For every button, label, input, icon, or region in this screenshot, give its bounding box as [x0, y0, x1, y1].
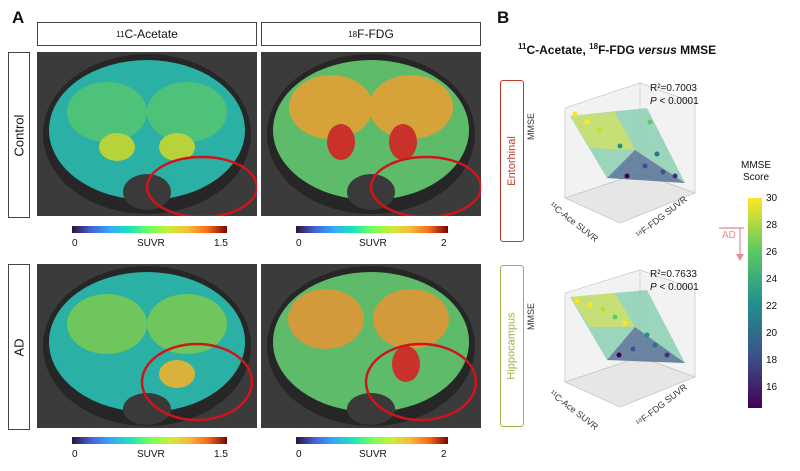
colorbar-label: SUVR [137, 449, 165, 460]
p-label: P [650, 96, 657, 107]
colorbar-min: 0 [72, 449, 78, 460]
title-versus: versus [638, 43, 677, 57]
mmse-tick: 24 [766, 274, 778, 285]
mmse-tick: 18 [766, 355, 778, 366]
mmse-tick: 26 [766, 247, 778, 258]
colorbar-label: SUVR [137, 238, 165, 249]
suvr-colorbar-acetate [72, 226, 227, 233]
row-label-control: Control [8, 52, 30, 218]
brain-scan-graphic [267, 266, 478, 426]
r-squared-entorhinal: R²=0.7003 [650, 83, 697, 94]
brain-scan-graphic [267, 54, 481, 216]
colorbar-max: 2 [441, 449, 447, 460]
isotope-superscript: 11 [116, 29, 125, 39]
panel-b-letter: B [497, 8, 510, 27]
colorbar-min: 0 [72, 238, 78, 249]
isotope-superscript: 18 [348, 29, 358, 39]
r-squared-hippocampus: R²=0.7633 [650, 269, 697, 280]
mmse-tick: 22 [766, 301, 778, 312]
brain-image-ad-acetate [37, 264, 257, 428]
p-value-hippocampus: P < 0.0001 [650, 281, 699, 294]
column-name: C-Acetate [124, 27, 178, 41]
colorbar-max: 1.5 [214, 238, 228, 249]
colorbar-max: 1.5 [214, 449, 228, 460]
region-label-hippocampus: Hippocampus [500, 265, 524, 427]
title-part: C-Acetate, [526, 43, 590, 57]
colorbar-label: SUVR [359, 449, 387, 460]
colorbar-min: 0 [296, 238, 302, 249]
scatter3d-entorhinal [564, 82, 696, 224]
isotope-superscript: 11 [518, 42, 527, 51]
colorbar-max: 2 [441, 238, 447, 249]
brain-image-control-acetate [37, 52, 257, 216]
mmse-colorbar-title: MMSE Score [736, 160, 776, 184]
plot-floor [564, 172, 696, 224]
brain-image-control-fdg [261, 52, 481, 216]
mmse-tick: 30 [766, 193, 778, 204]
colorbar-label: SUVR [359, 238, 387, 249]
down-arrow-icon [719, 227, 744, 261]
region-text: Hippocampus [506, 312, 519, 380]
suvr-colorbar-fdg [296, 437, 448, 444]
column-header-fdg: 18 F-FDG [261, 22, 481, 46]
mmse-tick: 16 [766, 382, 778, 393]
p-value: < 0.0001 [656, 96, 699, 107]
isotope-superscript: 18 [589, 42, 599, 51]
mmse-title-line: Score [742, 172, 770, 183]
panel-a-letter: A [12, 8, 25, 27]
brain-image-ad-fdg [261, 264, 481, 428]
scatter3d-hippocampus [564, 269, 696, 408]
p-value-entorhinal: P < 0.0001 [650, 95, 699, 108]
brain-scan-graphic [43, 266, 254, 426]
data-points [574, 298, 670, 358]
title-part: F-FDG [598, 43, 639, 57]
row-label-text: AD [11, 337, 27, 357]
z-axis-label: MMSE [526, 113, 536, 140]
mmse-tick: 28 [766, 220, 778, 231]
row-label-ad: AD [8, 264, 30, 430]
suvr-colorbar-acetate [72, 437, 227, 444]
suvr-colorbar-fdg [296, 226, 448, 233]
mmse-colorbar [748, 198, 762, 408]
z-axis-label: MMSE [526, 303, 536, 330]
title-part: MMSE [676, 43, 717, 57]
column-name: F-FDG [357, 27, 394, 41]
region-label-entorhinal: Entorhinal [500, 80, 524, 242]
ad-arrow-label: AD [722, 230, 736, 241]
panel-b-title: 11C-Acetate, 18F-FDG versus MMSE [518, 42, 716, 57]
data-points [572, 111, 678, 179]
colorbar-min: 0 [296, 449, 302, 460]
row-label-text: Control [11, 114, 27, 156]
brain-scan-graphic [43, 54, 257, 216]
region-text: Entorhinal [506, 136, 519, 186]
p-label: P [650, 282, 657, 293]
p-value: < 0.0001 [656, 282, 699, 293]
mmse-tick: 20 [766, 328, 778, 339]
plot-floor [564, 356, 696, 408]
column-header-acetate: 11 C-Acetate [37, 22, 257, 46]
mmse-title-line: MMSE [741, 160, 771, 171]
